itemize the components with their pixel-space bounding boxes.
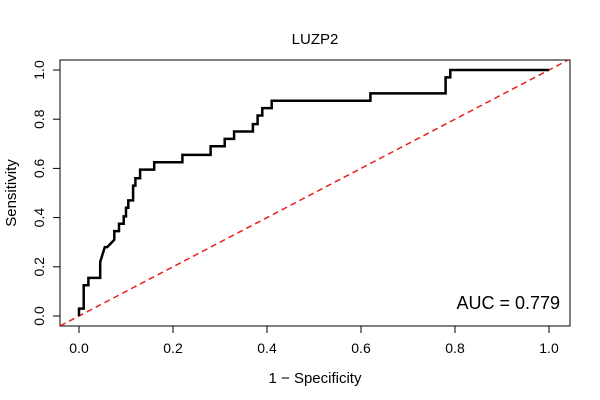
reference-diagonal-line xyxy=(60,60,569,326)
y-tick-label: 1.0 xyxy=(31,60,47,80)
x-tick-label: 0.8 xyxy=(445,340,465,356)
x-axis: 0.0 0.2 0.4 0.6 0.8 1.0 xyxy=(69,325,559,356)
x-tick-label: 1.0 xyxy=(539,340,559,356)
roc-curve-line xyxy=(77,68,549,316)
y-axis-label: Sensitivity xyxy=(3,159,20,227)
y-axis: 0.0 0.2 0.4 0.6 0.8 1.0 xyxy=(31,60,61,326)
y-tick-label: 0.2 xyxy=(31,257,47,277)
x-axis-label: 1 − Specificity xyxy=(269,370,362,387)
x-tick-label: 0.2 xyxy=(163,340,183,356)
x-tick-label: 0.4 xyxy=(257,340,277,356)
chart-title: LUZP2 xyxy=(292,31,339,48)
y-tick-label: 0.8 xyxy=(31,109,47,129)
y-tick-label: 0.6 xyxy=(31,158,47,178)
y-tick-label: 0.4 xyxy=(31,208,47,228)
x-tick-label: 0.0 xyxy=(69,340,89,356)
y-tick-label: 0.0 xyxy=(31,306,47,326)
auc-annotation: AUC = 0.779 xyxy=(456,293,560,313)
x-tick-label: 0.6 xyxy=(351,340,371,356)
